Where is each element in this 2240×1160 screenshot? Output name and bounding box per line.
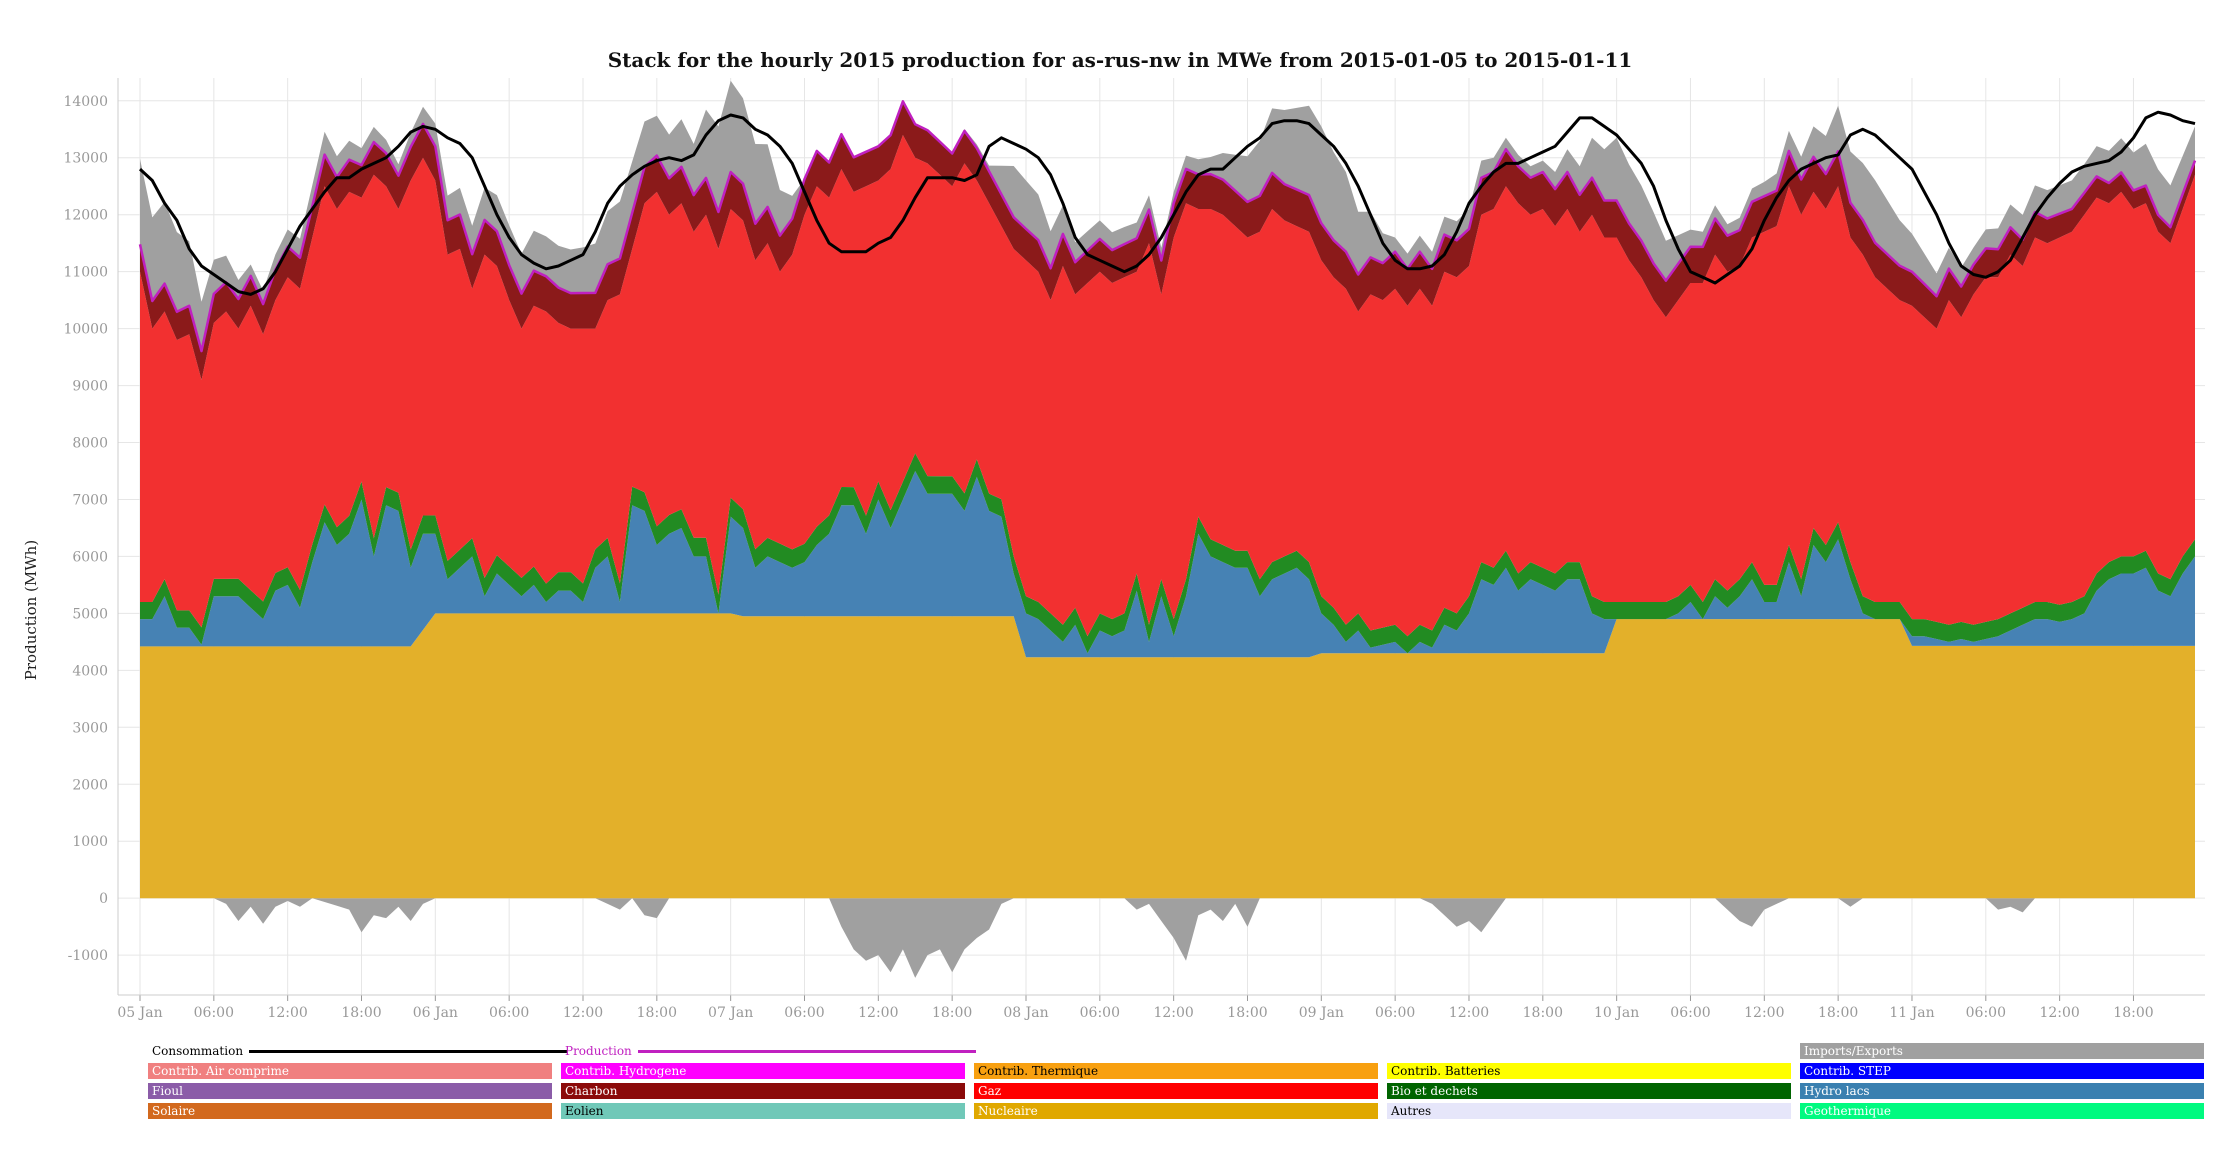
area-gaz — [140, 135, 2195, 637]
y-tick-label: 3000 — [72, 720, 108, 736]
x-tick-label: 06:00 — [194, 1005, 234, 1021]
x-tick-label: 18:00 — [2113, 1005, 2153, 1021]
y-tick-label: 0 — [99, 891, 108, 907]
x-tick-label: 18:00 — [1818, 1005, 1858, 1021]
legend-consommation-label: Consommation — [152, 1044, 244, 1058]
y-tick-label: 9000 — [72, 379, 108, 395]
legend-item-contrib-air-comprime[interactable]: Contrib. Air comprime — [148, 1063, 552, 1079]
x-tick-label: 06:00 — [1080, 1005, 1120, 1021]
y-tick-label: -1000 — [68, 948, 108, 964]
x-tick-label: 10 Jan — [1594, 1005, 1639, 1021]
x-tick-label: 09 Jan — [1299, 1005, 1344, 1021]
x-tick-label: 18:00 — [637, 1005, 677, 1021]
x-tick-label: 12:00 — [858, 1005, 898, 1021]
legend-production-swatch — [637, 1050, 976, 1053]
legend-item-contrib-batteries[interactable]: Contrib. Batteries — [1387, 1063, 1791, 1079]
legend-consommation-swatch — [249, 1050, 568, 1053]
area-imports — [140, 898, 2195, 978]
legend-consommation[interactable]: Consommation — [152, 1043, 568, 1059]
legend-item-eolien[interactable]: Eolien — [561, 1103, 965, 1119]
x-tick-label: 18:00 — [1227, 1005, 1267, 1021]
legend-production-label: Production — [565, 1044, 632, 1058]
y-tick-label: 6000 — [72, 549, 108, 565]
legend-item-hydro-lacs[interactable]: Hydro lacs — [1800, 1083, 2204, 1099]
x-tick-label: 06 Jan — [413, 1005, 458, 1021]
x-tick-label: 06:00 — [1670, 1005, 1710, 1021]
y-tick-label: 1000 — [72, 834, 108, 850]
y-tick-label: 8000 — [72, 436, 108, 452]
area-nucleaire — [140, 613, 2195, 899]
y-tick-label: 5000 — [72, 606, 108, 622]
legend-item-contrib-hydrogene[interactable]: Contrib. Hydrogene — [561, 1063, 965, 1079]
x-tick-label: 07 Jan — [708, 1005, 753, 1021]
legend-item-contrib-thermique[interactable]: Contrib. Thermique — [974, 1063, 1378, 1079]
x-tick-label: 12:00 — [267, 1005, 307, 1021]
legend-item-fioul[interactable]: Fioul — [148, 1083, 552, 1099]
legend-item-geothermique[interactable]: Geothermique — [1800, 1103, 2204, 1119]
legend-item-bio-et-dechets[interactable]: Bio et dechets — [1387, 1083, 1791, 1099]
legend-item-autres[interactable]: Autres — [1387, 1103, 1791, 1119]
area-exports — [140, 80, 2195, 352]
production-line — [138, 100, 2197, 353]
y-tick-label: 12000 — [63, 208, 108, 224]
x-tick-label: 12:00 — [563, 1005, 603, 1021]
y-tick-label: 11000 — [63, 265, 108, 281]
legend-imports-exports[interactable]: Imports/Exports — [1800, 1043, 2204, 1059]
y-tick-label: 13000 — [63, 151, 108, 167]
legend-item-solaire[interactable]: Solaire — [148, 1103, 552, 1119]
legend-production[interactable]: Production — [565, 1043, 976, 1059]
y-tick-label: 4000 — [72, 663, 108, 679]
x-tick-label: 08 Jan — [1003, 1005, 1048, 1021]
area-bio-et-dechets — [140, 453, 2195, 654]
x-tick-label: 05 Jan — [117, 1005, 162, 1021]
area-hydro-lacs — [140, 471, 2195, 658]
x-tick-label: 06:00 — [1375, 1005, 1415, 1021]
chart-title: Stack for the hourly 2015 production for… — [607, 48, 1633, 72]
x-tick-label: 18:00 — [1523, 1005, 1563, 1021]
y-tick-label: 7000 — [72, 492, 108, 508]
legend-item-contrib-step[interactable]: Contrib. STEP — [1800, 1063, 2204, 1079]
y-tick-label: 14000 — [63, 94, 108, 110]
x-tick-label: 06:00 — [1966, 1005, 2006, 1021]
legend-item-gaz[interactable]: Gaz — [974, 1083, 1378, 1099]
x-tick-label: 12:00 — [2039, 1005, 2079, 1021]
x-tick-label: 12:00 — [1449, 1005, 1489, 1021]
legend-item-charbon[interactable]: Charbon — [561, 1083, 965, 1099]
consommation-line — [138, 110, 2196, 296]
x-tick-label: 18:00 — [932, 1005, 972, 1021]
x-tick-label: 06:00 — [784, 1005, 824, 1021]
y-tick-label: 10000 — [63, 322, 108, 338]
x-tick-label: 12:00 — [1153, 1005, 1193, 1021]
x-tick-label: 12:00 — [1744, 1005, 1784, 1021]
y-tick-label: 2000 — [72, 777, 108, 793]
legend-item-nucleaire[interactable]: Nucleaire — [974, 1103, 1378, 1119]
x-tick-label: 11 Jan — [1889, 1005, 1934, 1021]
area-charbon — [140, 101, 2195, 380]
x-tick-label: 18:00 — [341, 1005, 381, 1021]
x-tick-label: 06:00 — [489, 1005, 529, 1021]
